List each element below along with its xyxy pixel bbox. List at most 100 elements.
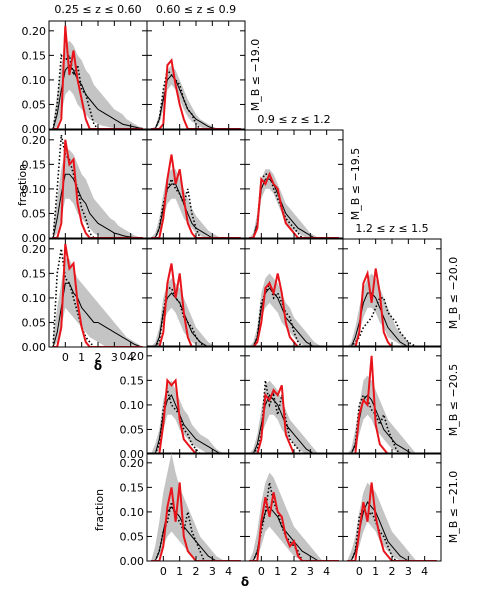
model-band bbox=[347, 375, 437, 454]
row-label: M_B ≤ −19.0 bbox=[249, 39, 262, 111]
panel-r0-c0 bbox=[48, 20, 148, 130]
y-tick-label: 0.10 bbox=[22, 74, 47, 87]
panel-plot-area bbox=[249, 273, 339, 347]
comparison-dotted-line bbox=[249, 482, 339, 561]
panel-r0-c1 bbox=[146, 20, 246, 130]
x-tick-label: 1 bbox=[372, 565, 379, 578]
observed-red-line bbox=[151, 263, 241, 347]
panel-r2-c1 bbox=[146, 238, 246, 348]
y-axis-label: fraction bbox=[16, 164, 29, 206]
observed-red-line bbox=[151, 154, 241, 238]
observed-red-line bbox=[249, 384, 339, 454]
y-tick-label: 0.20 bbox=[120, 457, 145, 470]
panel-r2-c3 bbox=[342, 238, 442, 348]
panel-plot-area bbox=[249, 169, 339, 238]
x-tick-label: 0 bbox=[62, 351, 69, 364]
panel-plot-area bbox=[151, 263, 241, 347]
y-tick-label: 0.15 bbox=[22, 49, 47, 62]
row-label: M_B ≤ −20.5 bbox=[447, 364, 460, 436]
x-tick-label: 0 bbox=[258, 565, 265, 578]
y-tick-label: 0.20 bbox=[22, 243, 47, 256]
row-label: M_B ≤ −20.0 bbox=[447, 257, 460, 329]
panel-plot-area bbox=[52, 243, 144, 347]
labels-layer: 0.25 ≤ z ≤ 0.60 0.60 ≤ z ≤ 0.9 0.9 ≤ z ≤ 1… bbox=[16, 3, 460, 589]
x-tick-label: 1 bbox=[78, 351, 85, 364]
panel-r4-c1 bbox=[146, 452, 246, 562]
panel-r3-c1 bbox=[146, 345, 246, 455]
y-tick-label: 0.15 bbox=[120, 481, 145, 494]
panel-plot-area bbox=[347, 268, 437, 347]
model-band bbox=[151, 453, 241, 561]
observed-red-line bbox=[151, 482, 241, 561]
panel-plot-area bbox=[52, 25, 143, 129]
panel-r1-c2 bbox=[244, 129, 344, 239]
x-tick-label: 2 bbox=[291, 565, 298, 578]
observed-red-line bbox=[53, 139, 143, 238]
y-tick-label: 0.15 bbox=[22, 158, 47, 171]
row-label: M_B ≤ −21.0 bbox=[447, 471, 460, 543]
panel-r2-c2 bbox=[244, 238, 344, 348]
x-tick-label: 4 bbox=[127, 351, 134, 364]
x-tick-label: 3 bbox=[209, 565, 216, 578]
x-tick-label: 4 bbox=[323, 565, 330, 578]
panel-plot-area bbox=[151, 453, 241, 561]
column-title: 1.2 ≤ z ≤ 1.5 bbox=[355, 222, 428, 235]
y-tick-label: 0.00 bbox=[120, 555, 145, 568]
panel-plot-area bbox=[151, 377, 241, 454]
observed-red-line bbox=[151, 377, 241, 454]
x-tick-label: 1 bbox=[176, 565, 183, 578]
observed-red-line bbox=[347, 482, 437, 561]
model-band bbox=[249, 273, 339, 347]
x-axis-label: δ bbox=[241, 575, 249, 589]
model-band bbox=[151, 65, 241, 129]
x-tick-label: 3 bbox=[111, 351, 118, 364]
comparison-dotted-line bbox=[249, 173, 339, 238]
y-tick-label: 0.10 bbox=[22, 292, 47, 305]
panel-r3-c2 bbox=[244, 345, 344, 455]
y-tick-label: 0.10 bbox=[120, 399, 145, 412]
observed-red-line bbox=[53, 243, 143, 347]
x-tick-label: 2 bbox=[193, 565, 200, 578]
y-tick-label: 0.05 bbox=[22, 316, 47, 329]
y-tick-label: 0.05 bbox=[22, 98, 47, 111]
y-tick-label: 0.15 bbox=[22, 267, 47, 280]
panel-plot-area bbox=[347, 355, 437, 454]
y-tick-label: 0.05 bbox=[120, 423, 145, 436]
panels-layer bbox=[48, 20, 442, 562]
y-tick-label: 0.00 bbox=[22, 341, 47, 354]
x-tick-label: 4 bbox=[225, 565, 232, 578]
panel-plot-area bbox=[151, 154, 241, 238]
panel-plot-area bbox=[151, 57, 241, 129]
y-tick-label: 0.00 bbox=[22, 123, 47, 136]
y-tick-label: 0.20 bbox=[22, 134, 47, 147]
model-band bbox=[249, 169, 339, 238]
x-tick-label: 4 bbox=[421, 565, 428, 578]
panel-r4-c2 bbox=[244, 452, 344, 562]
x-tick-label: 3 bbox=[405, 565, 412, 578]
y-tick-label: 0.00 bbox=[22, 232, 47, 245]
column-title: 0.9 ≤ z ≤ 1.2 bbox=[257, 113, 330, 126]
y-tick-label: 0.10 bbox=[120, 506, 145, 519]
model-band bbox=[151, 169, 241, 238]
observed-red-line bbox=[347, 355, 437, 454]
x-axis-label: δ bbox=[94, 359, 102, 373]
column-title: 0.60 ≤ z ≤ 0.9 bbox=[156, 3, 236, 16]
panel-r4-c3 bbox=[342, 452, 442, 562]
model-band bbox=[53, 149, 143, 238]
panel-plot-area bbox=[347, 482, 437, 561]
y-axis-label: fraction bbox=[93, 489, 106, 531]
y-tick-label: 0.10 bbox=[22, 183, 47, 196]
observed-red-line bbox=[347, 268, 437, 347]
y-tick-label: 0.15 bbox=[120, 374, 145, 387]
x-tick-label: 0 bbox=[356, 565, 363, 578]
comparison-dotted-line bbox=[151, 177, 241, 238]
y-tick-label: 0.20 bbox=[22, 25, 47, 38]
x-tick-label: 2 bbox=[95, 351, 102, 364]
y-tick-label: 0.05 bbox=[120, 530, 145, 543]
panel-plot-area bbox=[249, 380, 339, 454]
y-tick-label: 0.20 bbox=[120, 350, 145, 363]
panel-r1-c1 bbox=[146, 129, 246, 239]
x-tick-label: 2 bbox=[389, 565, 396, 578]
panel-r1-c0 bbox=[48, 129, 148, 239]
